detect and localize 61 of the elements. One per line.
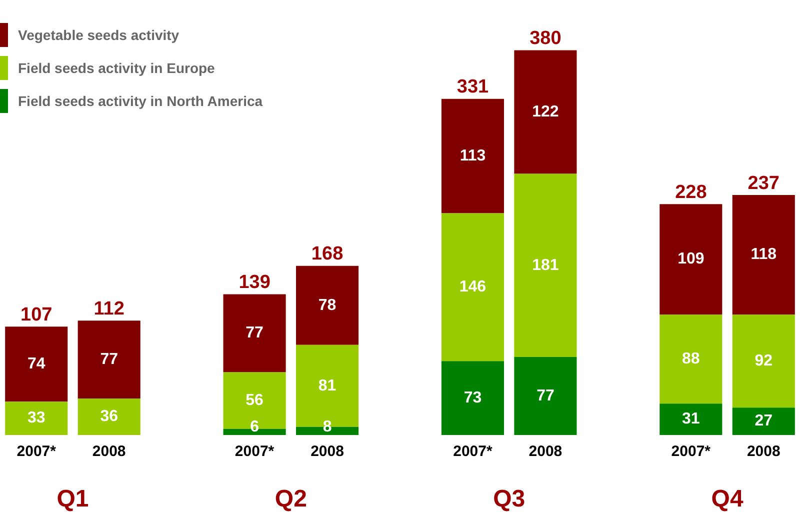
total-label: 237 [748, 172, 780, 194]
text: Q1 [56, 486, 89, 513]
total-label: 112 [94, 298, 124, 320]
data-label: 92 [754, 352, 773, 370]
data-label: 78 [318, 296, 336, 314]
x-tick-label: 2008 [310, 443, 344, 460]
bar [514, 174, 577, 358]
total-label: 331 [456, 76, 490, 98]
bar [514, 50, 577, 174]
text: Q4 [711, 486, 744, 513]
bar [223, 294, 286, 372]
data-label: 77 [536, 387, 554, 404]
data-label: 77 [100, 350, 118, 368]
data-label: 31 [682, 410, 700, 428]
data-label: 77 [246, 324, 264, 342]
data-label: 74 [27, 356, 46, 373]
bar [660, 404, 722, 435]
x-tick-label: 2007* [671, 443, 711, 460]
x-tick-label: 2007* [16, 443, 56, 460]
bar [296, 266, 359, 345]
total-label: 139 [238, 272, 270, 293]
text: Q3 [493, 486, 526, 513]
x-tick-label: 2007* [234, 443, 274, 460]
bar [78, 398, 140, 435]
data-label: 109 [678, 250, 704, 268]
legend-label: Field seeds activity in Europe [18, 60, 215, 76]
bar [514, 357, 577, 435]
data-label: 27 [754, 412, 773, 430]
bar [441, 213, 504, 362]
data-label: 118 [750, 246, 777, 264]
bar [660, 314, 722, 404]
bar [441, 98, 504, 214]
bar [732, 314, 795, 408]
data-label: 36 [100, 408, 118, 426]
legend-label: Field seeds activity in North America [18, 92, 263, 108]
data-label: 113 [460, 147, 486, 164]
total-label: 380 [530, 28, 562, 49]
total-label: 228 [675, 182, 707, 203]
x-tick-label: 2008 [528, 443, 562, 460]
data-label: 56 [246, 392, 264, 409]
data-label: 81 [318, 377, 336, 394]
bar [5, 402, 68, 435]
bar [732, 195, 795, 315]
bar [78, 320, 140, 399]
x-tick-label: 2007* [453, 443, 492, 460]
legend-label: Vegetable seeds activity [18, 26, 180, 42]
data-label: 181 [532, 256, 559, 274]
bar [660, 204, 722, 315]
data-label: 33 [27, 410, 46, 427]
x-tick-label: 2008 [92, 443, 126, 460]
bar [732, 408, 795, 435]
x-tick-label: 2008 [746, 443, 780, 460]
data-label: 122 [532, 103, 559, 120]
bar [5, 326, 68, 402]
total-label: 168 [311, 244, 344, 265]
bar [441, 361, 504, 435]
text: Q2 [274, 486, 307, 513]
data-label: 146 [459, 278, 486, 296]
data-label: 88 [682, 350, 700, 368]
total-label: 107 [20, 304, 52, 326]
data-label: 73 [464, 389, 482, 406]
